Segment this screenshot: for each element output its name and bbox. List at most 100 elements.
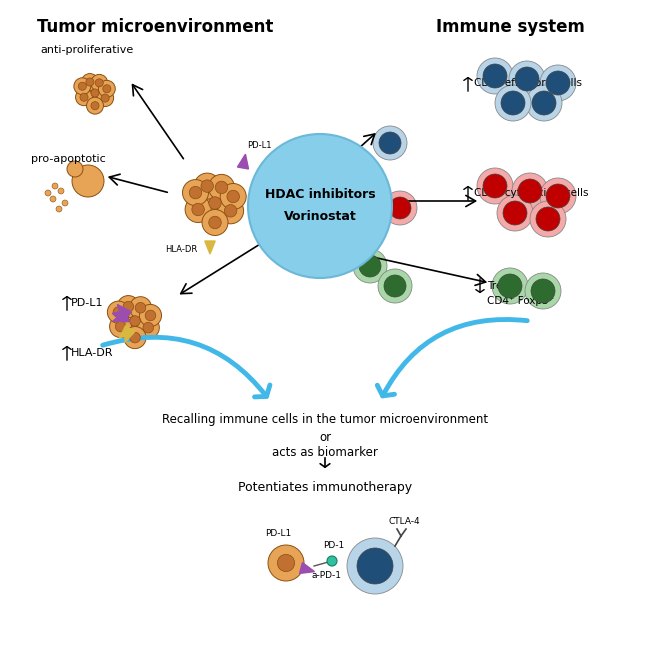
Text: acts as biomarker: acts as biomarker (272, 446, 378, 459)
Text: Vorinostat: Vorinostat (283, 210, 356, 223)
Circle shape (497, 195, 533, 231)
Circle shape (58, 188, 64, 194)
Circle shape (139, 305, 161, 327)
Circle shape (74, 77, 91, 94)
Polygon shape (205, 241, 215, 254)
Text: PD-1: PD-1 (324, 542, 344, 551)
Polygon shape (113, 311, 129, 322)
Circle shape (215, 181, 227, 193)
Circle shape (378, 269, 412, 303)
Circle shape (67, 161, 83, 177)
Circle shape (86, 85, 103, 102)
Text: PD-L1: PD-L1 (247, 141, 272, 150)
Circle shape (91, 74, 108, 91)
Text: PD-L1: PD-L1 (265, 529, 291, 538)
Text: CD8⁺ cytotoxic T cells: CD8⁺ cytotoxic T cells (474, 188, 588, 198)
Text: PD-L1: PD-L1 (71, 298, 103, 308)
Circle shape (278, 555, 294, 572)
Circle shape (515, 67, 539, 91)
Circle shape (75, 89, 92, 105)
Circle shape (530, 201, 566, 237)
Circle shape (248, 134, 392, 278)
Circle shape (477, 168, 513, 204)
Polygon shape (120, 325, 134, 338)
Circle shape (123, 301, 134, 312)
Circle shape (129, 297, 151, 319)
Text: a-PD-1: a-PD-1 (312, 572, 342, 581)
Circle shape (185, 197, 211, 223)
Circle shape (124, 310, 146, 332)
Circle shape (202, 190, 228, 216)
Circle shape (107, 301, 129, 323)
Circle shape (137, 316, 159, 339)
Circle shape (62, 200, 68, 206)
Polygon shape (112, 310, 128, 322)
Circle shape (268, 545, 304, 581)
Text: anti-proliferative: anti-proliferative (40, 45, 133, 55)
Circle shape (477, 58, 513, 94)
Circle shape (183, 180, 209, 206)
Circle shape (546, 184, 570, 208)
Circle shape (98, 80, 115, 97)
Circle shape (546, 71, 570, 95)
Circle shape (379, 132, 401, 154)
Circle shape (45, 190, 51, 196)
Circle shape (512, 173, 548, 209)
Circle shape (540, 178, 576, 214)
Circle shape (218, 198, 244, 224)
Circle shape (86, 78, 94, 86)
Circle shape (501, 91, 525, 115)
Circle shape (483, 174, 507, 198)
Circle shape (531, 279, 555, 303)
Text: Tumor microenvironment: Tumor microenvironment (37, 18, 273, 36)
Circle shape (115, 321, 126, 332)
Text: Treg: Treg (487, 281, 509, 291)
Circle shape (130, 316, 140, 326)
Circle shape (124, 327, 146, 349)
Circle shape (495, 85, 531, 121)
Circle shape (224, 204, 237, 217)
Circle shape (202, 210, 228, 236)
Circle shape (145, 310, 156, 321)
Circle shape (220, 184, 246, 210)
Circle shape (503, 201, 527, 225)
Circle shape (110, 316, 132, 338)
Circle shape (113, 307, 124, 318)
Circle shape (135, 303, 146, 313)
Circle shape (103, 85, 111, 93)
Circle shape (72, 165, 104, 197)
Circle shape (52, 183, 58, 189)
Text: CD4⁺ Foxp3⁺: CD4⁺ Foxp3⁺ (487, 296, 554, 306)
Circle shape (353, 249, 387, 283)
Circle shape (50, 196, 56, 202)
Circle shape (357, 548, 393, 584)
Circle shape (189, 186, 202, 199)
Circle shape (359, 255, 381, 277)
Circle shape (91, 89, 99, 97)
Circle shape (518, 179, 542, 203)
Circle shape (498, 274, 522, 298)
Polygon shape (237, 154, 248, 169)
Circle shape (327, 556, 337, 566)
Circle shape (130, 332, 140, 343)
Circle shape (80, 93, 88, 102)
Circle shape (540, 65, 576, 101)
Circle shape (78, 82, 86, 90)
Circle shape (347, 538, 403, 594)
Circle shape (56, 206, 62, 212)
Circle shape (536, 207, 560, 231)
Text: Potentiates immunotherapy: Potentiates immunotherapy (238, 481, 412, 494)
Circle shape (483, 64, 507, 88)
Circle shape (117, 296, 139, 318)
Circle shape (209, 197, 221, 209)
Circle shape (143, 322, 153, 333)
Circle shape (227, 190, 239, 202)
Circle shape (525, 273, 561, 309)
Text: HLA-DR: HLA-DR (165, 245, 197, 253)
Polygon shape (300, 562, 315, 574)
Circle shape (192, 203, 204, 215)
Circle shape (384, 275, 406, 297)
Text: or: or (319, 431, 331, 444)
Circle shape (209, 216, 221, 229)
Circle shape (86, 97, 103, 114)
